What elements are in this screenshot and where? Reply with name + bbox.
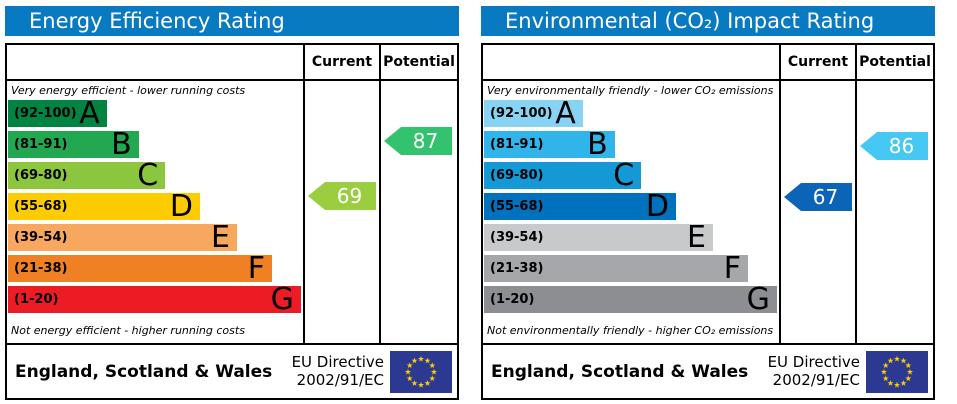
- potential-rating-arrow: 87: [384, 127, 452, 155]
- energy-efficiency-panel: Energy Efficiency Rating Current Potenti…: [5, 6, 459, 404]
- current-rating-arrow: 67: [784, 183, 852, 211]
- rating-band: (92-100) A: [8, 96, 107, 131]
- rating-band: (55-68) D: [8, 189, 201, 224]
- band-letter: D: [645, 189, 670, 224]
- eu-directive: EU Directive 2002/91/EC: [291, 352, 390, 389]
- rating-band: (55-68) D: [484, 189, 677, 224]
- eu-directive-line1: EU Directive: [291, 352, 384, 371]
- band-range-label: (69-80): [14, 168, 68, 183]
- rating-band: (21-38) F: [8, 251, 273, 286]
- eu-directive-line2: 2002/91/EC: [772, 370, 860, 389]
- potential-rating-value: 86: [888, 134, 915, 158]
- column-header-row: Current Potential: [7, 45, 457, 81]
- band-range-label: (55-68): [14, 199, 68, 214]
- rating-band: (21-38) F: [484, 251, 749, 286]
- band-range-label: (92-100): [14, 106, 77, 121]
- co2-rating-table: Current Potential Very environmentally f…: [481, 43, 935, 400]
- eu-directive-line2: 2002/91/EC: [296, 370, 384, 389]
- band-letter: F: [723, 251, 742, 286]
- band-letter: G: [270, 282, 294, 317]
- rating-band: (39-54) E: [484, 220, 713, 255]
- eu-flag-icon: [866, 350, 928, 393]
- rating-band: (69-80) C: [484, 158, 642, 193]
- bands: (92-100) A (81-91) B (69-80) C: [8, 96, 303, 317]
- potential-column: 87: [379, 81, 457, 343]
- column-header-spacer: [483, 45, 779, 79]
- top-note: Very environmentally friendly - lower CO…: [487, 84, 774, 97]
- rating-row: Very environmentally friendly - lower CO…: [483, 81, 933, 343]
- panel-title: Energy Efficiency Rating: [5, 6, 459, 36]
- rating-band: (81-91) B: [484, 127, 615, 162]
- potential-rating-arrow: 86: [860, 132, 928, 160]
- current-rating-arrow: 69: [308, 182, 376, 210]
- energy-rating-table: Current Potential Very energy efficient …: [5, 43, 459, 400]
- column-header-potential: Potential: [379, 45, 457, 79]
- band-range-label: (92-100): [490, 106, 553, 121]
- band-range-label: (39-54): [490, 230, 544, 245]
- current-rating-value: 67: [812, 185, 839, 209]
- band-letter: C: [613, 158, 635, 193]
- rating-band: (1-20) G: [484, 282, 777, 317]
- rating-band: (81-91) B: [8, 127, 139, 162]
- top-note: Very energy efficient - lower running co…: [11, 84, 246, 97]
- eu-directive: EU Directive 2002/91/EC: [767, 352, 866, 389]
- band-range-label: (1-20): [14, 292, 59, 307]
- band-letter: E: [686, 220, 706, 255]
- column-header-potential: Potential: [855, 45, 933, 79]
- footer-region: England, Scotland & Wales: [491, 361, 749, 382]
- band-range-label: (1-20): [490, 292, 535, 307]
- co2-impact-panel: Environmental (CO₂) Impact Rating Curren…: [481, 6, 935, 404]
- band-letter: B: [111, 127, 132, 162]
- rating-band: (69-80) C: [8, 158, 166, 193]
- bottom-note: Not environmentally friendly - higher CO…: [487, 324, 774, 337]
- band-range-label: (81-91): [14, 137, 68, 152]
- band-letter: G: [746, 282, 770, 317]
- column-header-current: Current: [303, 45, 379, 79]
- eu-flag-icon: [390, 350, 452, 393]
- current-column: 69: [303, 81, 379, 343]
- band-range-label: (21-38): [14, 261, 68, 276]
- band-range-label: (39-54): [14, 230, 68, 245]
- bands-area: Very environmentally friendly - lower CO…: [483, 81, 779, 343]
- bands-area: Very energy efficient - lower running co…: [7, 81, 303, 343]
- panel-title: Environmental (CO₂) Impact Rating: [481, 6, 935, 36]
- footer-row: England, Scotland & Wales EU Directive 2…: [7, 343, 457, 398]
- band-range-label: (55-68): [490, 199, 544, 214]
- band-letter: E: [210, 220, 230, 255]
- band-letter: A: [79, 96, 100, 131]
- band-letter: A: [555, 96, 576, 131]
- bottom-note: Not energy efficient - higher running co…: [11, 324, 245, 337]
- band-letter: B: [587, 127, 608, 162]
- footer-row: England, Scotland & Wales EU Directive 2…: [483, 343, 933, 398]
- band-range-label: (69-80): [490, 168, 544, 183]
- rating-band: (39-54) E: [8, 220, 237, 255]
- bands: (92-100) A (81-91) B (69-80) C: [484, 96, 779, 317]
- column-header-spacer: [7, 45, 303, 79]
- current-column: 67: [779, 81, 855, 343]
- eu-directive-line1: EU Directive: [767, 352, 860, 371]
- band-letter: C: [137, 158, 159, 193]
- band-letter: F: [247, 251, 266, 286]
- potential-column: 86: [855, 81, 933, 343]
- band-letter: D: [169, 189, 194, 224]
- rating-row: Very energy efficient - lower running co…: [7, 81, 457, 343]
- potential-rating-value: 87: [412, 129, 439, 153]
- column-header-row: Current Potential: [483, 45, 933, 81]
- column-header-current: Current: [779, 45, 855, 79]
- rating-band: (92-100) A: [484, 96, 583, 131]
- footer-region: England, Scotland & Wales: [15, 361, 273, 382]
- band-range-label: (21-38): [490, 261, 544, 276]
- rating-band: (1-20) G: [8, 282, 301, 317]
- current-rating-value: 69: [336, 184, 363, 208]
- band-range-label: (81-91): [490, 137, 544, 152]
